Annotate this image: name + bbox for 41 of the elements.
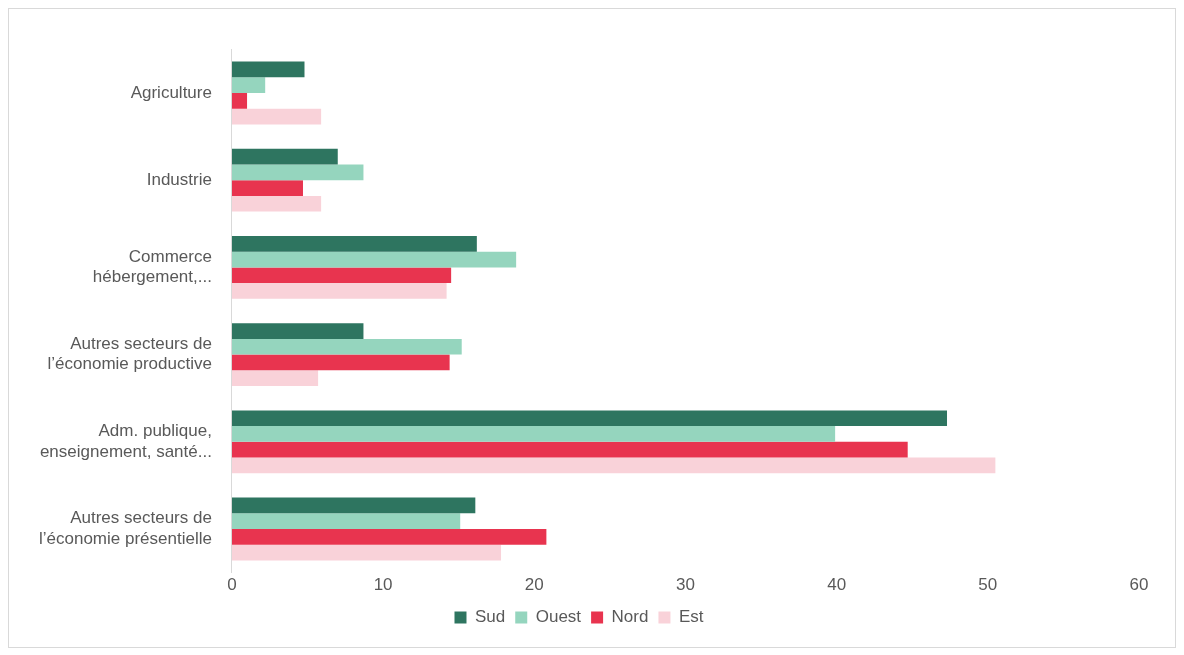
bar bbox=[231, 323, 364, 339]
x-tick-label: 60 bbox=[1129, 575, 1149, 595]
bar bbox=[231, 338, 462, 355]
y-tick-label: Autres secteurs de l’économie productive bbox=[47, 334, 212, 374]
bar bbox=[231, 77, 266, 93]
bar bbox=[231, 164, 364, 181]
legend-label: Ouest bbox=[535, 607, 582, 627]
bar bbox=[231, 441, 908, 458]
y-tick-label: Adm. publique, enseignement, santé... bbox=[39, 421, 212, 461]
bar bbox=[231, 457, 996, 474]
bar bbox=[231, 236, 477, 252]
legend-label: Nord bbox=[611, 607, 649, 627]
legend-label: Sud bbox=[474, 607, 506, 627]
y-tick-label: Commerce hébergement,... bbox=[92, 246, 212, 287]
y-tick-label: Agriculture bbox=[130, 82, 212, 102]
bar bbox=[231, 283, 447, 299]
bar bbox=[231, 93, 248, 109]
y-tick-label: Autres secteurs de l’économie présentielle bbox=[38, 508, 212, 548]
x-tick-label: 0 bbox=[227, 575, 237, 595]
bar bbox=[231, 251, 517, 268]
bar bbox=[231, 108, 322, 125]
bar bbox=[231, 354, 450, 371]
y-tick-label: Industrie bbox=[146, 169, 212, 189]
x-tick-label: 20 bbox=[524, 575, 544, 595]
x-tick-label: 50 bbox=[978, 575, 998, 595]
bar bbox=[231, 148, 338, 165]
x-tick-label: 10 bbox=[373, 575, 393, 595]
x-tick-label: 30 bbox=[676, 575, 695, 595]
bar bbox=[231, 529, 547, 545]
bar bbox=[231, 426, 836, 442]
bar bbox=[231, 180, 303, 196]
bar bbox=[231, 195, 322, 212]
bar bbox=[231, 513, 461, 529]
bar bbox=[231, 61, 305, 78]
legend-label: Est bbox=[678, 607, 704, 627]
bar bbox=[231, 370, 319, 386]
bar bbox=[231, 267, 452, 284]
bar bbox=[231, 410, 947, 427]
bar bbox=[231, 544, 502, 561]
x-tick-label: 40 bbox=[827, 575, 847, 595]
bar bbox=[231, 497, 476, 514]
